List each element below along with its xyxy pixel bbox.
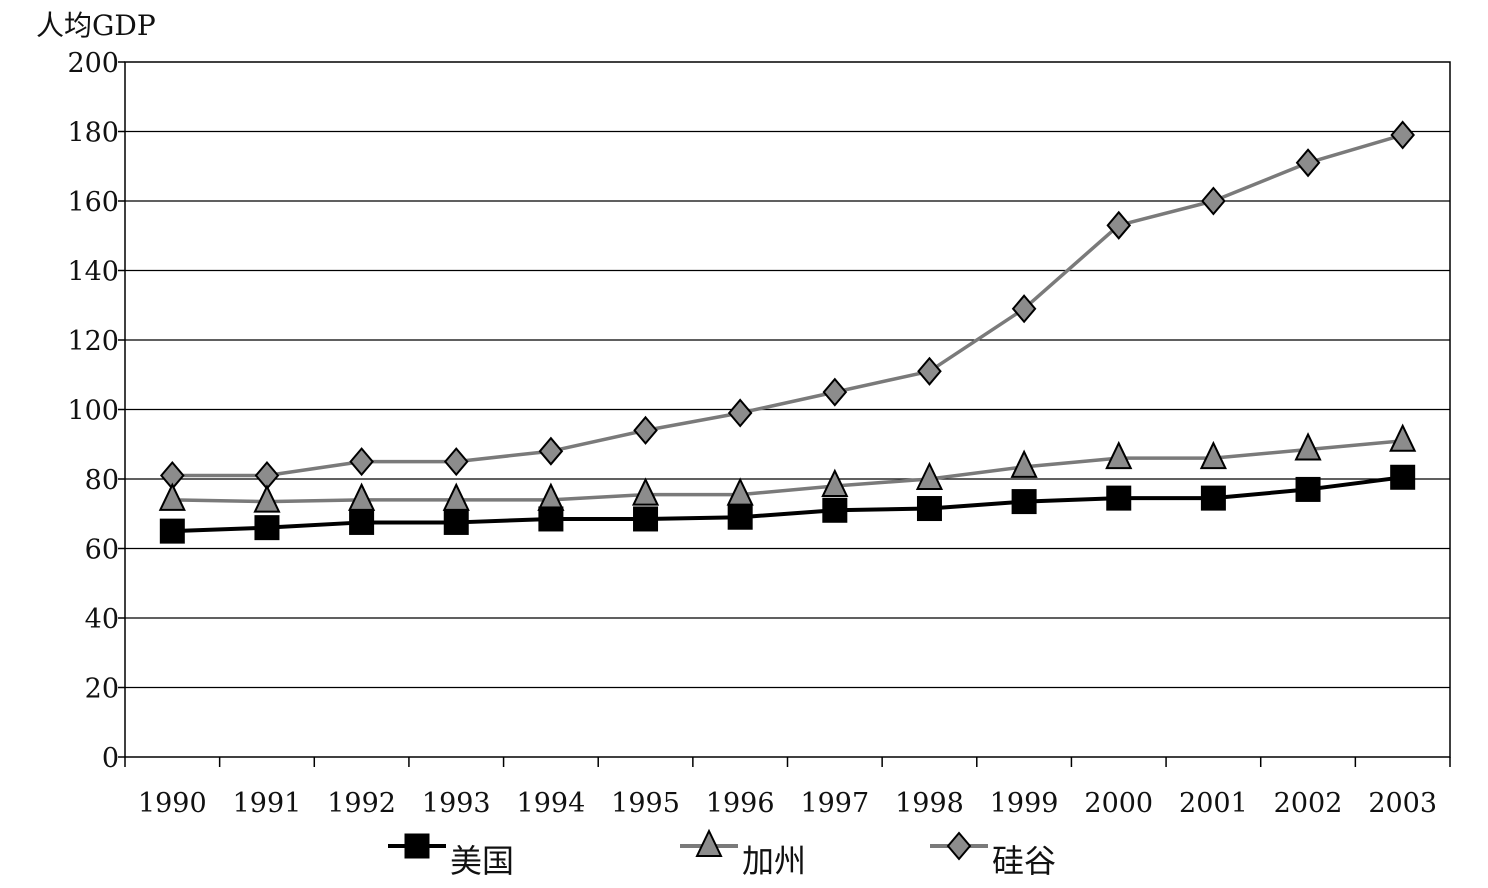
legend-item-1: 美国 [388, 833, 514, 880]
data-point [915, 461, 944, 490]
data-point [254, 515, 280, 541]
data-point [1390, 120, 1415, 150]
x-tick-label: 2000 [1084, 788, 1153, 819]
data-point [443, 447, 469, 477]
gridlines [125, 130, 1450, 689]
data-point [253, 484, 281, 513]
x-tick-label: 1994 [517, 788, 586, 819]
legend-swatch-marker [946, 831, 972, 861]
x-tick-label: 1995 [611, 788, 680, 819]
x-tick-label: 1992 [327, 788, 396, 819]
data-point [159, 518, 185, 544]
series-line [172, 133, 1404, 478]
data-point [727, 398, 753, 428]
data-point [822, 497, 848, 523]
data-point [1011, 489, 1037, 515]
series-line [172, 439, 1403, 504]
y-tick-label: 160 [67, 187, 119, 218]
x-tick-label: 2001 [1179, 788, 1248, 819]
data-point [1011, 294, 1037, 324]
data-point [631, 477, 660, 506]
y-tick-label: 60 [85, 535, 119, 566]
y-axis-label: 人均GDP [36, 9, 156, 42]
data-point [442, 482, 470, 511]
series-3 [160, 120, 1415, 491]
x-tick-label: 1999 [990, 788, 1059, 819]
data-point [1106, 485, 1132, 511]
x-tick-label: 2003 [1368, 788, 1437, 819]
x-tick-label: 1996 [706, 788, 775, 819]
x-tick-label: 1991 [233, 788, 302, 819]
data-point [727, 504, 753, 530]
legend-label: 加州 [742, 842, 806, 880]
data-point [1294, 432, 1322, 461]
legend-label: 美国 [450, 842, 514, 880]
data-point [1390, 464, 1416, 490]
y-tick-label: 100 [67, 396, 119, 427]
data-point [1389, 423, 1417, 452]
data-point [158, 482, 186, 511]
series-1 [159, 464, 1416, 544]
series-2 [158, 423, 1417, 513]
x-tick-label: 1993 [422, 788, 491, 819]
data-point [1010, 449, 1038, 478]
data-point [1295, 476, 1321, 502]
legend-item-2: 加州 [680, 828, 806, 880]
y-tick-label: 180 [67, 118, 119, 149]
y-tick-label: 140 [67, 257, 119, 288]
data-point [349, 509, 375, 535]
legend-label: 硅谷 [992, 842, 1056, 880]
legend-item-3: 硅谷 [930, 831, 1056, 880]
data-point [537, 482, 565, 511]
legend: 美国 加州 硅谷 [388, 828, 1056, 880]
data-point [349, 447, 374, 477]
x-tick-label: 1998 [895, 788, 964, 819]
data-point [917, 356, 942, 386]
series-layer [158, 120, 1417, 544]
data-point [538, 436, 564, 466]
data-point [726, 477, 754, 506]
data-point [1200, 485, 1226, 511]
x-tick-label: 2002 [1274, 788, 1343, 819]
y-tick-label: 120 [67, 326, 119, 357]
x-axis: 1990 1991 1992 1993 1994 1995 1996 1997 1998 1999… [124, 757, 1451, 819]
series-line [172, 475, 1403, 534]
data-point [538, 506, 564, 532]
data-point [916, 496, 942, 522]
data-point [1199, 440, 1227, 470]
legend-swatch-marker [695, 828, 723, 857]
legend-swatch-marker [404, 833, 430, 859]
data-point [348, 482, 376, 511]
x-tick-label: 1990 [138, 788, 207, 819]
data-point [1105, 440, 1133, 470]
data-point [821, 468, 849, 497]
y-tick-label: 80 [85, 465, 119, 496]
y-tick-label: 40 [85, 604, 119, 635]
y-tick-label: 20 [85, 674, 119, 705]
x-tick-label: 1997 [800, 788, 869, 819]
data-point [443, 509, 469, 535]
y-tick-label: 200 [67, 48, 119, 79]
data-point [822, 377, 848, 407]
data-point [633, 415, 658, 445]
y-tick-label: 0 [102, 743, 119, 774]
data-point [1295, 148, 1321, 178]
y-axis: 0 20 40 60 80 100 120 140 160 180 200 [67, 48, 125, 774]
data-point [1106, 210, 1132, 240]
data-point [1201, 186, 1226, 216]
data-point [633, 506, 659, 532]
